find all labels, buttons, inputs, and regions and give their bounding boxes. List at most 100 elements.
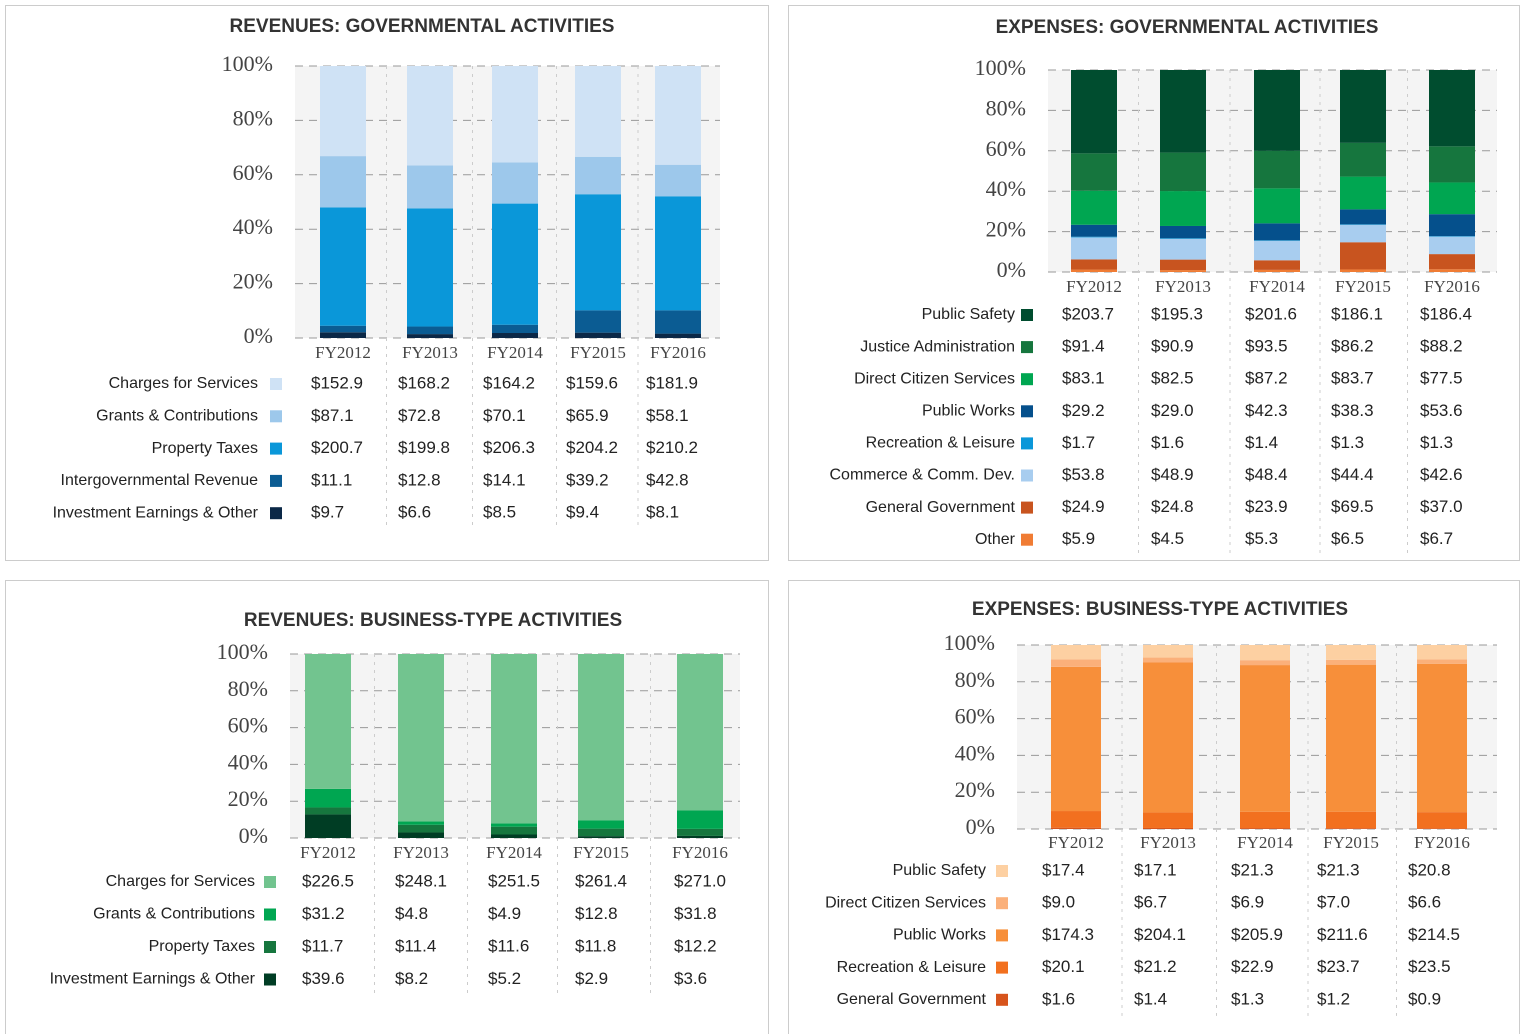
y-tick-label: 100% xyxy=(222,51,273,76)
legend-label: Public Safety xyxy=(893,862,986,879)
bar-segment xyxy=(1071,224,1117,237)
value-label: $186.4 xyxy=(1420,304,1472,323)
value-label: $4.9 xyxy=(488,904,521,923)
bar-segment xyxy=(1254,240,1300,261)
bar-segment xyxy=(320,207,366,326)
bar-segment xyxy=(575,156,621,195)
legend-swatch xyxy=(264,876,276,888)
legend-swatch xyxy=(1021,405,1033,418)
bar-segment xyxy=(1254,223,1300,241)
y-tick-label: 40% xyxy=(986,176,1026,201)
bar-segment xyxy=(1160,152,1206,192)
value-label: $6.5 xyxy=(1331,529,1364,548)
legend-label: Grants & Contributions xyxy=(93,906,255,923)
bar-segment xyxy=(407,334,453,338)
value-label: $12.8 xyxy=(398,470,441,489)
value-label: $226.5 xyxy=(302,871,354,890)
bar-segment xyxy=(1160,70,1206,153)
legend-label: Property Taxes xyxy=(152,440,258,457)
value-label: $211.6 xyxy=(1317,925,1368,944)
chart-title: REVENUES: GOVERNMENTAL ACTIVITIES xyxy=(230,16,615,37)
bar-segment xyxy=(578,828,624,837)
bar-segment xyxy=(578,654,624,821)
legend-label: Recreation & Leisure xyxy=(837,959,987,976)
bar-segment xyxy=(1160,191,1206,226)
bar-segment xyxy=(1160,270,1206,272)
value-label: $42.3 xyxy=(1245,401,1288,420)
bar-segment xyxy=(655,310,701,334)
bar-segment xyxy=(1417,812,1467,829)
y-tick-label: 20% xyxy=(955,777,995,802)
bar-segment xyxy=(305,788,351,808)
bar-segment xyxy=(677,828,723,836)
value-label: $1.6 xyxy=(1151,433,1184,452)
bar-segment xyxy=(1051,645,1101,660)
legend-swatch xyxy=(1021,309,1033,321)
bar-segment xyxy=(407,66,453,166)
value-label: $195.3 xyxy=(1151,304,1203,323)
bar-segment xyxy=(492,162,538,204)
x-tick-label: FY2012 xyxy=(300,843,356,862)
value-label: $93.5 xyxy=(1245,337,1288,356)
x-tick-label: FY2016 xyxy=(1424,277,1480,296)
value-label: $17.4 xyxy=(1042,860,1085,879)
legend-swatch xyxy=(1021,373,1033,386)
bar-segment xyxy=(320,332,366,338)
value-label: $5.2 xyxy=(488,969,521,988)
value-label: $164.2 xyxy=(483,373,535,392)
bar-segment xyxy=(1429,236,1475,237)
x-tick-label: FY2013 xyxy=(402,343,458,362)
bar-segment xyxy=(1071,153,1117,191)
value-label: $11.8 xyxy=(575,936,616,955)
value-label: $23.9 xyxy=(1245,497,1288,516)
value-label: $21.3 xyxy=(1231,860,1274,879)
value-label: $72.8 xyxy=(398,406,441,425)
bar-segment xyxy=(320,156,366,208)
value-label: $44.4 xyxy=(1331,465,1374,484)
value-label: $210.2 xyxy=(646,438,698,457)
x-tick-label: FY2012 xyxy=(1048,833,1104,852)
bar-segment xyxy=(1071,259,1117,270)
y-tick-label: 20% xyxy=(233,269,273,294)
bar-segment xyxy=(677,654,723,811)
value-label: $1.6 xyxy=(1042,989,1075,1008)
legend-label: Charges for Services xyxy=(109,375,258,392)
legend-label: Direct Citizen Services xyxy=(825,894,986,911)
x-tick-label: FY2014 xyxy=(486,843,542,862)
legend-swatch xyxy=(1021,437,1033,450)
legend-label: General Government xyxy=(866,499,1016,516)
legend-swatch xyxy=(270,410,282,423)
bar-segment xyxy=(492,66,538,163)
value-label: $37.0 xyxy=(1420,497,1463,516)
bar-segment xyxy=(320,66,366,157)
bar-segment xyxy=(1240,665,1290,812)
bar-segment xyxy=(1143,645,1193,658)
y-tick-label: 80% xyxy=(955,667,995,692)
x-tick-label: FY2015 xyxy=(1323,833,1379,852)
value-label: $6.6 xyxy=(398,503,431,522)
y-tick-label: 0% xyxy=(239,823,268,848)
bar-segment xyxy=(1254,269,1300,272)
x-tick-label: FY2013 xyxy=(1140,833,1196,852)
value-label: $83.1 xyxy=(1062,369,1105,388)
value-label: $83.7 xyxy=(1331,369,1374,388)
bar-segment xyxy=(1340,242,1386,270)
value-label: $168.2 xyxy=(398,373,450,392)
value-label: $11.7 xyxy=(302,936,343,955)
y-tick-label: 40% xyxy=(233,214,273,239)
y-tick-label: 40% xyxy=(955,740,995,765)
chart-title: EXPENSES: GOVERNMENTAL ACTIVITIES xyxy=(996,17,1379,38)
legend-label: Public Safety xyxy=(922,306,1015,323)
value-label: $201.6 xyxy=(1245,304,1297,323)
bar-segment xyxy=(1143,662,1193,813)
value-label: $77.5 xyxy=(1420,369,1463,388)
value-label: $159.6 xyxy=(566,373,618,392)
value-label: $42.6 xyxy=(1420,465,1463,484)
bar-segment xyxy=(655,164,701,197)
y-tick-label: 80% xyxy=(228,676,268,701)
value-label: $17.1 xyxy=(1134,860,1177,879)
value-label: $200.7 xyxy=(311,438,363,457)
bar-segment xyxy=(1051,827,1101,829)
x-tick-label: FY2015 xyxy=(570,343,626,362)
bar-segment xyxy=(1051,811,1101,828)
